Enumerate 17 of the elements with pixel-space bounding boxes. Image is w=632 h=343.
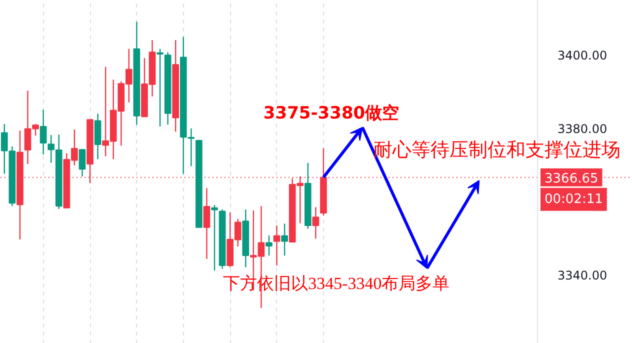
candlestick: [281, 223, 288, 256]
candlestick: [78, 148, 86, 177]
candlestick: [94, 113, 102, 160]
candlestick: [211, 204, 218, 272]
annotation: 耐心等待压制位和支撑位进场: [373, 138, 620, 161]
candlestick: [266, 234, 272, 256]
text: 00:02:11: [544, 192, 603, 207]
candlestick: [203, 188, 210, 260]
y-tick-label: 3340.00: [558, 268, 608, 282]
ref-line-label: 3366.65: [544, 171, 598, 186]
candlestick: [312, 206, 320, 240]
annotation: 3375-3380做空: [263, 104, 400, 124]
candlestick: [40, 109, 47, 156]
y-tick-label: 3380.00: [558, 122, 608, 136]
candlestick: [273, 224, 280, 266]
candlestick: [156, 48, 164, 128]
y-tick-label: 3400.00: [558, 48, 608, 63]
